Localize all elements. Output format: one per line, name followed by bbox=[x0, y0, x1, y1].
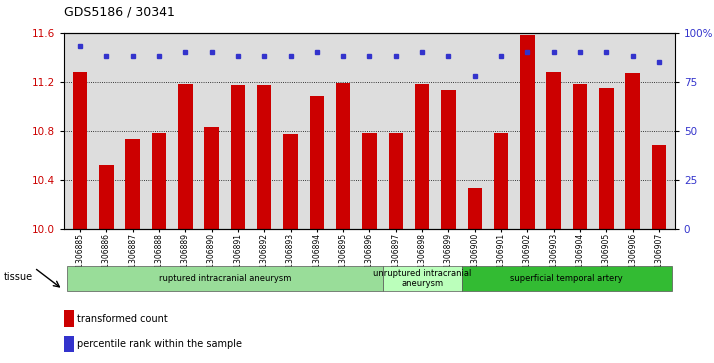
Bar bbox=[546, 72, 561, 229]
Text: unruptured intracranial
aneurysm: unruptured intracranial aneurysm bbox=[373, 269, 471, 288]
Bar bbox=[336, 83, 351, 229]
Bar bbox=[152, 133, 166, 229]
Text: ruptured intracranial aneurysm: ruptured intracranial aneurysm bbox=[159, 274, 291, 283]
Bar bbox=[73, 72, 87, 229]
Bar bbox=[468, 188, 482, 229]
Bar bbox=[362, 133, 377, 229]
Bar bbox=[231, 85, 245, 229]
Bar bbox=[283, 134, 298, 229]
Text: tissue: tissue bbox=[4, 272, 33, 282]
Bar bbox=[599, 88, 613, 229]
Bar bbox=[388, 133, 403, 229]
Text: superficial temporal artery: superficial temporal artery bbox=[511, 274, 623, 283]
Bar bbox=[520, 35, 535, 229]
Bar bbox=[625, 73, 640, 229]
Bar bbox=[126, 139, 140, 229]
Bar bbox=[494, 133, 508, 229]
Text: GDS5186 / 30341: GDS5186 / 30341 bbox=[64, 5, 175, 19]
Bar bbox=[573, 84, 587, 229]
Bar bbox=[652, 145, 666, 229]
Bar bbox=[310, 96, 324, 229]
Bar bbox=[178, 84, 193, 229]
Bar bbox=[204, 127, 219, 229]
Bar bbox=[257, 85, 271, 229]
Bar bbox=[383, 266, 461, 291]
Bar bbox=[461, 266, 672, 291]
Bar bbox=[441, 90, 456, 229]
Text: percentile rank within the sample: percentile rank within the sample bbox=[77, 339, 242, 349]
Bar bbox=[99, 165, 114, 229]
Text: transformed count: transformed count bbox=[77, 314, 168, 324]
Bar bbox=[415, 84, 429, 229]
Bar bbox=[67, 266, 383, 291]
